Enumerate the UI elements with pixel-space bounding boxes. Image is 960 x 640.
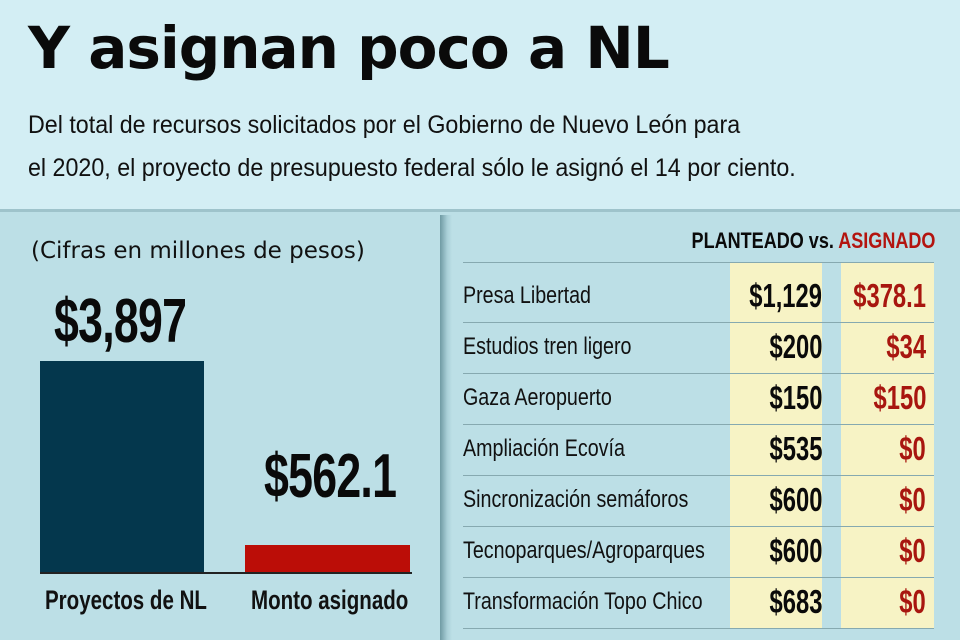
project-name: Tecnoparques/Agroparques [463, 537, 705, 564]
header-planteado: PLANTEADO vs. [691, 228, 838, 253]
row-divider [463, 526, 934, 527]
row-divider [463, 262, 934, 263]
row-divider [463, 475, 934, 476]
row-divider [463, 373, 934, 374]
asignado-value: $0 [899, 583, 926, 620]
table-row: Sincronización semáforos $600 $0 [463, 476, 934, 527]
row-divider [463, 577, 934, 578]
panel-divider [440, 215, 452, 640]
header-band [0, 0, 960, 212]
planteado-value: $600 [769, 532, 822, 569]
planteado-value: $600 [769, 481, 822, 518]
asignado-value: $0 [899, 430, 926, 467]
planteado-value: $535 [769, 430, 822, 467]
table-row: Estudios tren ligero $200 $34 [463, 323, 934, 374]
table-row: Presa Libertad $1,129 $378.1 [463, 272, 934, 323]
table-row: Gaza Aeropuerto $150 $150 [463, 374, 934, 425]
asignado-value: $0 [899, 532, 926, 569]
project-name: Gaza Aeropuerto [463, 384, 612, 411]
table-row: Transformación Topo Chico $683 $0 [463, 578, 934, 629]
bar-planteado [40, 361, 204, 573]
page-title: Y asignan poco a NL [28, 14, 670, 82]
bar-label-planteado: Proyectos de NL [45, 585, 207, 615]
row-divider [463, 628, 934, 629]
asignado-column-bg [841, 263, 934, 628]
row-divider [463, 424, 934, 425]
bar-label-asignado: Monto asignado [251, 585, 409, 615]
bar-asignado [245, 545, 410, 573]
table-row: Ampliación Ecovía $535 $0 [463, 425, 934, 476]
project-name: Sincronización semáforos [463, 486, 689, 513]
planteado-value: $200 [769, 328, 822, 365]
asignado-value: $0 [899, 481, 926, 518]
project-name: Estudios tren ligero [463, 333, 632, 360]
table-row: Tecnoparques/Agroparques $600 $0 [463, 527, 934, 578]
planteado-column-bg [730, 263, 822, 628]
subtitle-line-1: Del total de recursos solicitados por el… [28, 111, 741, 139]
asignado-value: $150 [873, 379, 926, 416]
bar-value-planteado: $3,897 [54, 287, 187, 356]
subtitle-line-2: el 2020, el proyecto de presupuesto fede… [28, 154, 796, 182]
planteado-value: $683 [769, 583, 822, 620]
asignado-value: $378.1 [853, 277, 926, 314]
planteado-value: $150 [769, 379, 822, 416]
table-column-header: PLANTEADO vs. ASIGNADO [691, 228, 935, 254]
asignado-value: $34 [886, 328, 926, 365]
project-name: Presa Libertad [463, 282, 591, 309]
planteado-value: $1,129 [749, 277, 822, 314]
units-note: (Cifras en millones de pesos) [31, 238, 365, 264]
chart-baseline [40, 572, 412, 574]
row-divider [463, 322, 934, 323]
project-name: Ampliación Ecovía [463, 435, 625, 462]
project-name: Transformación Topo Chico [463, 588, 703, 615]
bar-value-asignado: $562.1 [264, 442, 397, 511]
header-asignado: ASIGNADO [837, 228, 935, 253]
